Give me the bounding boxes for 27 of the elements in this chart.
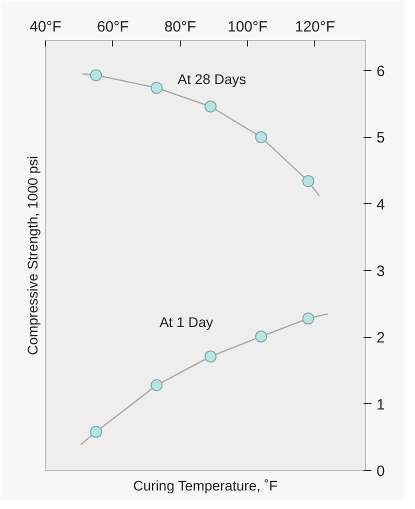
y-tick-label: 0 [376,463,385,480]
y-tick-label: 5 [376,130,385,147]
point [90,426,102,438]
x-tick-label: 100°F [228,18,268,36]
point [90,69,102,82]
annotation: At 1 Day [159,314,214,330]
y-tick-label: 3 [376,263,385,280]
point [204,100,217,112]
x-tick-label: 80°F [164,18,196,36]
y-tick-label: 6 [376,63,385,80]
point [302,175,314,188]
x-axis-title: Curing Temperature, ˚F [133,478,278,494]
y-tick-label: 1 [376,396,385,414]
line-series [80,313,328,446]
point [150,379,163,392]
y-tick-label: 2 [376,330,385,347]
x-tick-label: 120°F [294,18,336,36]
x-tick-label: 40°F [30,18,62,36]
point [255,131,268,144]
x-tick-label: 60°F [96,18,129,36]
y-tick-label: 4 [376,196,385,214]
point [255,330,268,342]
y-axis-title: Compressive Strength, 1000 psi [24,156,40,356]
point [204,350,217,362]
point [150,82,163,94]
point [302,312,314,324]
annotation: At 28 Days [178,71,246,88]
